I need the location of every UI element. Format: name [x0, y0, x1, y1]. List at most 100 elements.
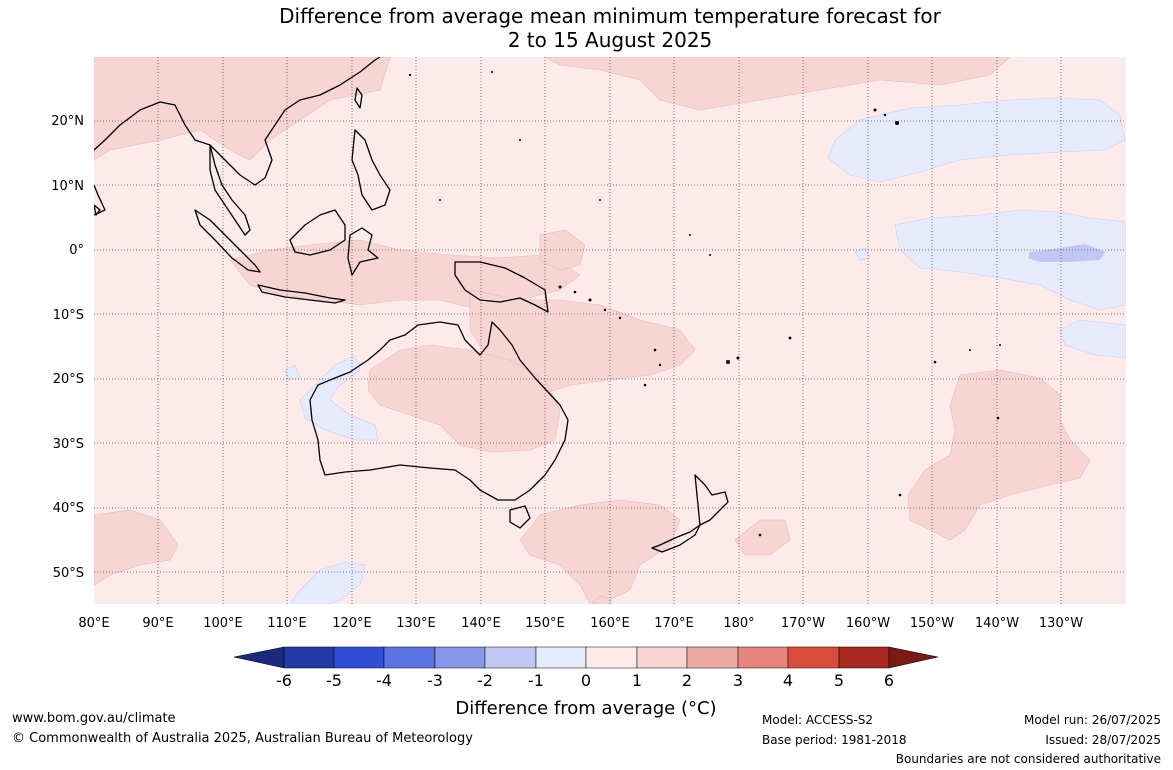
colorbar-segment: [737, 646, 789, 669]
warm-patch-asia: [94, 57, 391, 161]
lon-tick: 150°E: [525, 616, 565, 631]
colorbar-min-extend: [233, 646, 285, 669]
title-line-1: Difference from average mean minimum tem…: [279, 4, 941, 28]
lat-tick: 20°N: [51, 114, 84, 129]
lon-tick: 90°E: [142, 616, 173, 631]
warm-patch-north-pacific: [544, 57, 1011, 111]
lon-tick: 100°E: [203, 616, 243, 631]
lon-tick: 170°W: [781, 616, 825, 631]
cool-patch-north-pacific: [827, 97, 1126, 183]
colorbar-segment: [838, 646, 890, 669]
tasmania-coast: [509, 505, 531, 529]
lat-tick: 50°S: [53, 566, 84, 581]
new-zealand-south: [651, 524, 701, 553]
lon-tick: 80°E: [78, 616, 109, 631]
lon-tick: 160°E: [590, 616, 630, 631]
borneo-coast: [289, 209, 346, 256]
base-period: Base period: 1981-2018: [762, 733, 907, 747]
australia-coast: [309, 321, 569, 501]
warm-patch-south-edge: [591, 595, 613, 604]
warm-patch-southwest: [94, 509, 179, 586]
lon-tick: 180°: [723, 616, 754, 631]
title-line-2: 2 to 15 August 2025: [507, 28, 713, 52]
taiwan-coast: [354, 87, 363, 109]
lon-tick: 140°W: [975, 616, 1019, 631]
colorbar-tick: -6: [276, 671, 292, 690]
colorbar-tick: 4: [782, 671, 794, 690]
lon-tick: 110°E: [267, 616, 307, 631]
lat-tick: 30°S: [53, 437, 84, 452]
malay-peninsula: [209, 144, 251, 236]
sumatra-coast: [194, 209, 261, 273]
warm-patch-southeast-pacific: [907, 369, 1091, 541]
cool-patch-southeast-pacific: [1059, 319, 1126, 359]
colorbar-segment: [585, 646, 638, 669]
coastlines: [94, 57, 729, 553]
colorbar-tick: 2: [681, 671, 693, 690]
colorbar-segment: [686, 646, 739, 669]
colorbar-label: Difference from average (°C): [455, 698, 717, 719]
colorbar: [233, 646, 939, 669]
asia-mainland-coast: [94, 57, 381, 186]
colorbar-segment: [484, 646, 537, 669]
colorbar-max-extend: [888, 646, 939, 669]
cool-patch-equatorial-pacific: [894, 209, 1126, 311]
lat-tick: 0°: [69, 243, 84, 258]
gridlines: [94, 57, 1126, 604]
colorbar-tick: 1: [631, 671, 643, 690]
colorbar-segment: [333, 646, 385, 669]
boundary-disclaimer: Boundaries are not considered authoritat…: [895, 752, 1161, 766]
sri-lanka: [94, 204, 101, 216]
latitude-axis: 20°N 10°N 0° 10°S 20°S 30°S 40°S 50°S: [51, 114, 84, 581]
lon-tick: 120°E: [332, 616, 372, 631]
colorbar-segment: [535, 646, 587, 669]
anomaly-shading: [94, 57, 1126, 604]
website-link[interactable]: www.bom.gov.au/climate: [12, 711, 176, 726]
colorbar-tick: -1: [528, 671, 544, 690]
cool-patch-west-small: [284, 364, 301, 381]
lon-tick: 170°E: [654, 616, 694, 631]
colorbar-segment: [787, 646, 840, 669]
warm-patch-nz-east: [734, 519, 791, 556]
colorbar-tick: -5: [326, 671, 342, 690]
lat-tick: 10°N: [51, 179, 84, 194]
new-zealand-north: [694, 474, 729, 526]
cool-patch-southern-ocean: [289, 561, 366, 604]
colorbar-tick: -4: [376, 671, 392, 690]
colorbar-tick: -3: [427, 671, 443, 690]
lat-tick: 10°S: [53, 308, 84, 323]
india-coast: [94, 184, 106, 216]
colorbar-segment: [283, 646, 335, 669]
cool-patch-west-australia: [299, 354, 379, 441]
copyright-text: © Commonwealth of Australia 2025, Austra…: [12, 731, 473, 746]
warm-patch-tasman: [519, 499, 681, 604]
cool-patch-tiny: [854, 247, 871, 261]
lon-tick: 130°E: [396, 616, 436, 631]
colorbar-segment: [434, 646, 486, 669]
new-guinea-coast: [454, 261, 549, 313]
island-markers: [408, 71, 1001, 537]
sulawesi-coast: [347, 227, 379, 276]
philippines-coast: [351, 129, 391, 211]
model-name: Model: ACCESS-S2: [762, 713, 874, 727]
lon-tick: 130°W: [1039, 616, 1083, 631]
issued-date: Issued: 28/07/2025: [1045, 733, 1161, 747]
warm-patch-maritime: [229, 239, 581, 311]
colorbar-tick: 3: [732, 671, 744, 690]
colorbar-segment: [636, 646, 688, 669]
colorbar-tick: 0: [580, 671, 592, 690]
colorbar-segment: [383, 646, 436, 669]
cooler-patch-equatorial: [1028, 244, 1105, 262]
map-title: Difference from average mean minimum tem…: [94, 4, 1126, 52]
colorbar-tick: 5: [833, 671, 845, 690]
lon-tick: 160°W: [846, 616, 890, 631]
colorbar-tick: 6: [883, 671, 895, 690]
lat-tick: 20°S: [53, 372, 84, 387]
java-coast: [257, 284, 346, 304]
longitude-axis: 80°E 90°E 100°E 110°E 120°E 130°E 140°E …: [78, 616, 1083, 631]
warm-patch-australia: [367, 344, 561, 453]
lat-tick: 40°S: [53, 501, 84, 516]
model-run-date: Model run: 26/07/2025: [1023, 713, 1161, 727]
colorbar-tick: -2: [477, 671, 493, 690]
